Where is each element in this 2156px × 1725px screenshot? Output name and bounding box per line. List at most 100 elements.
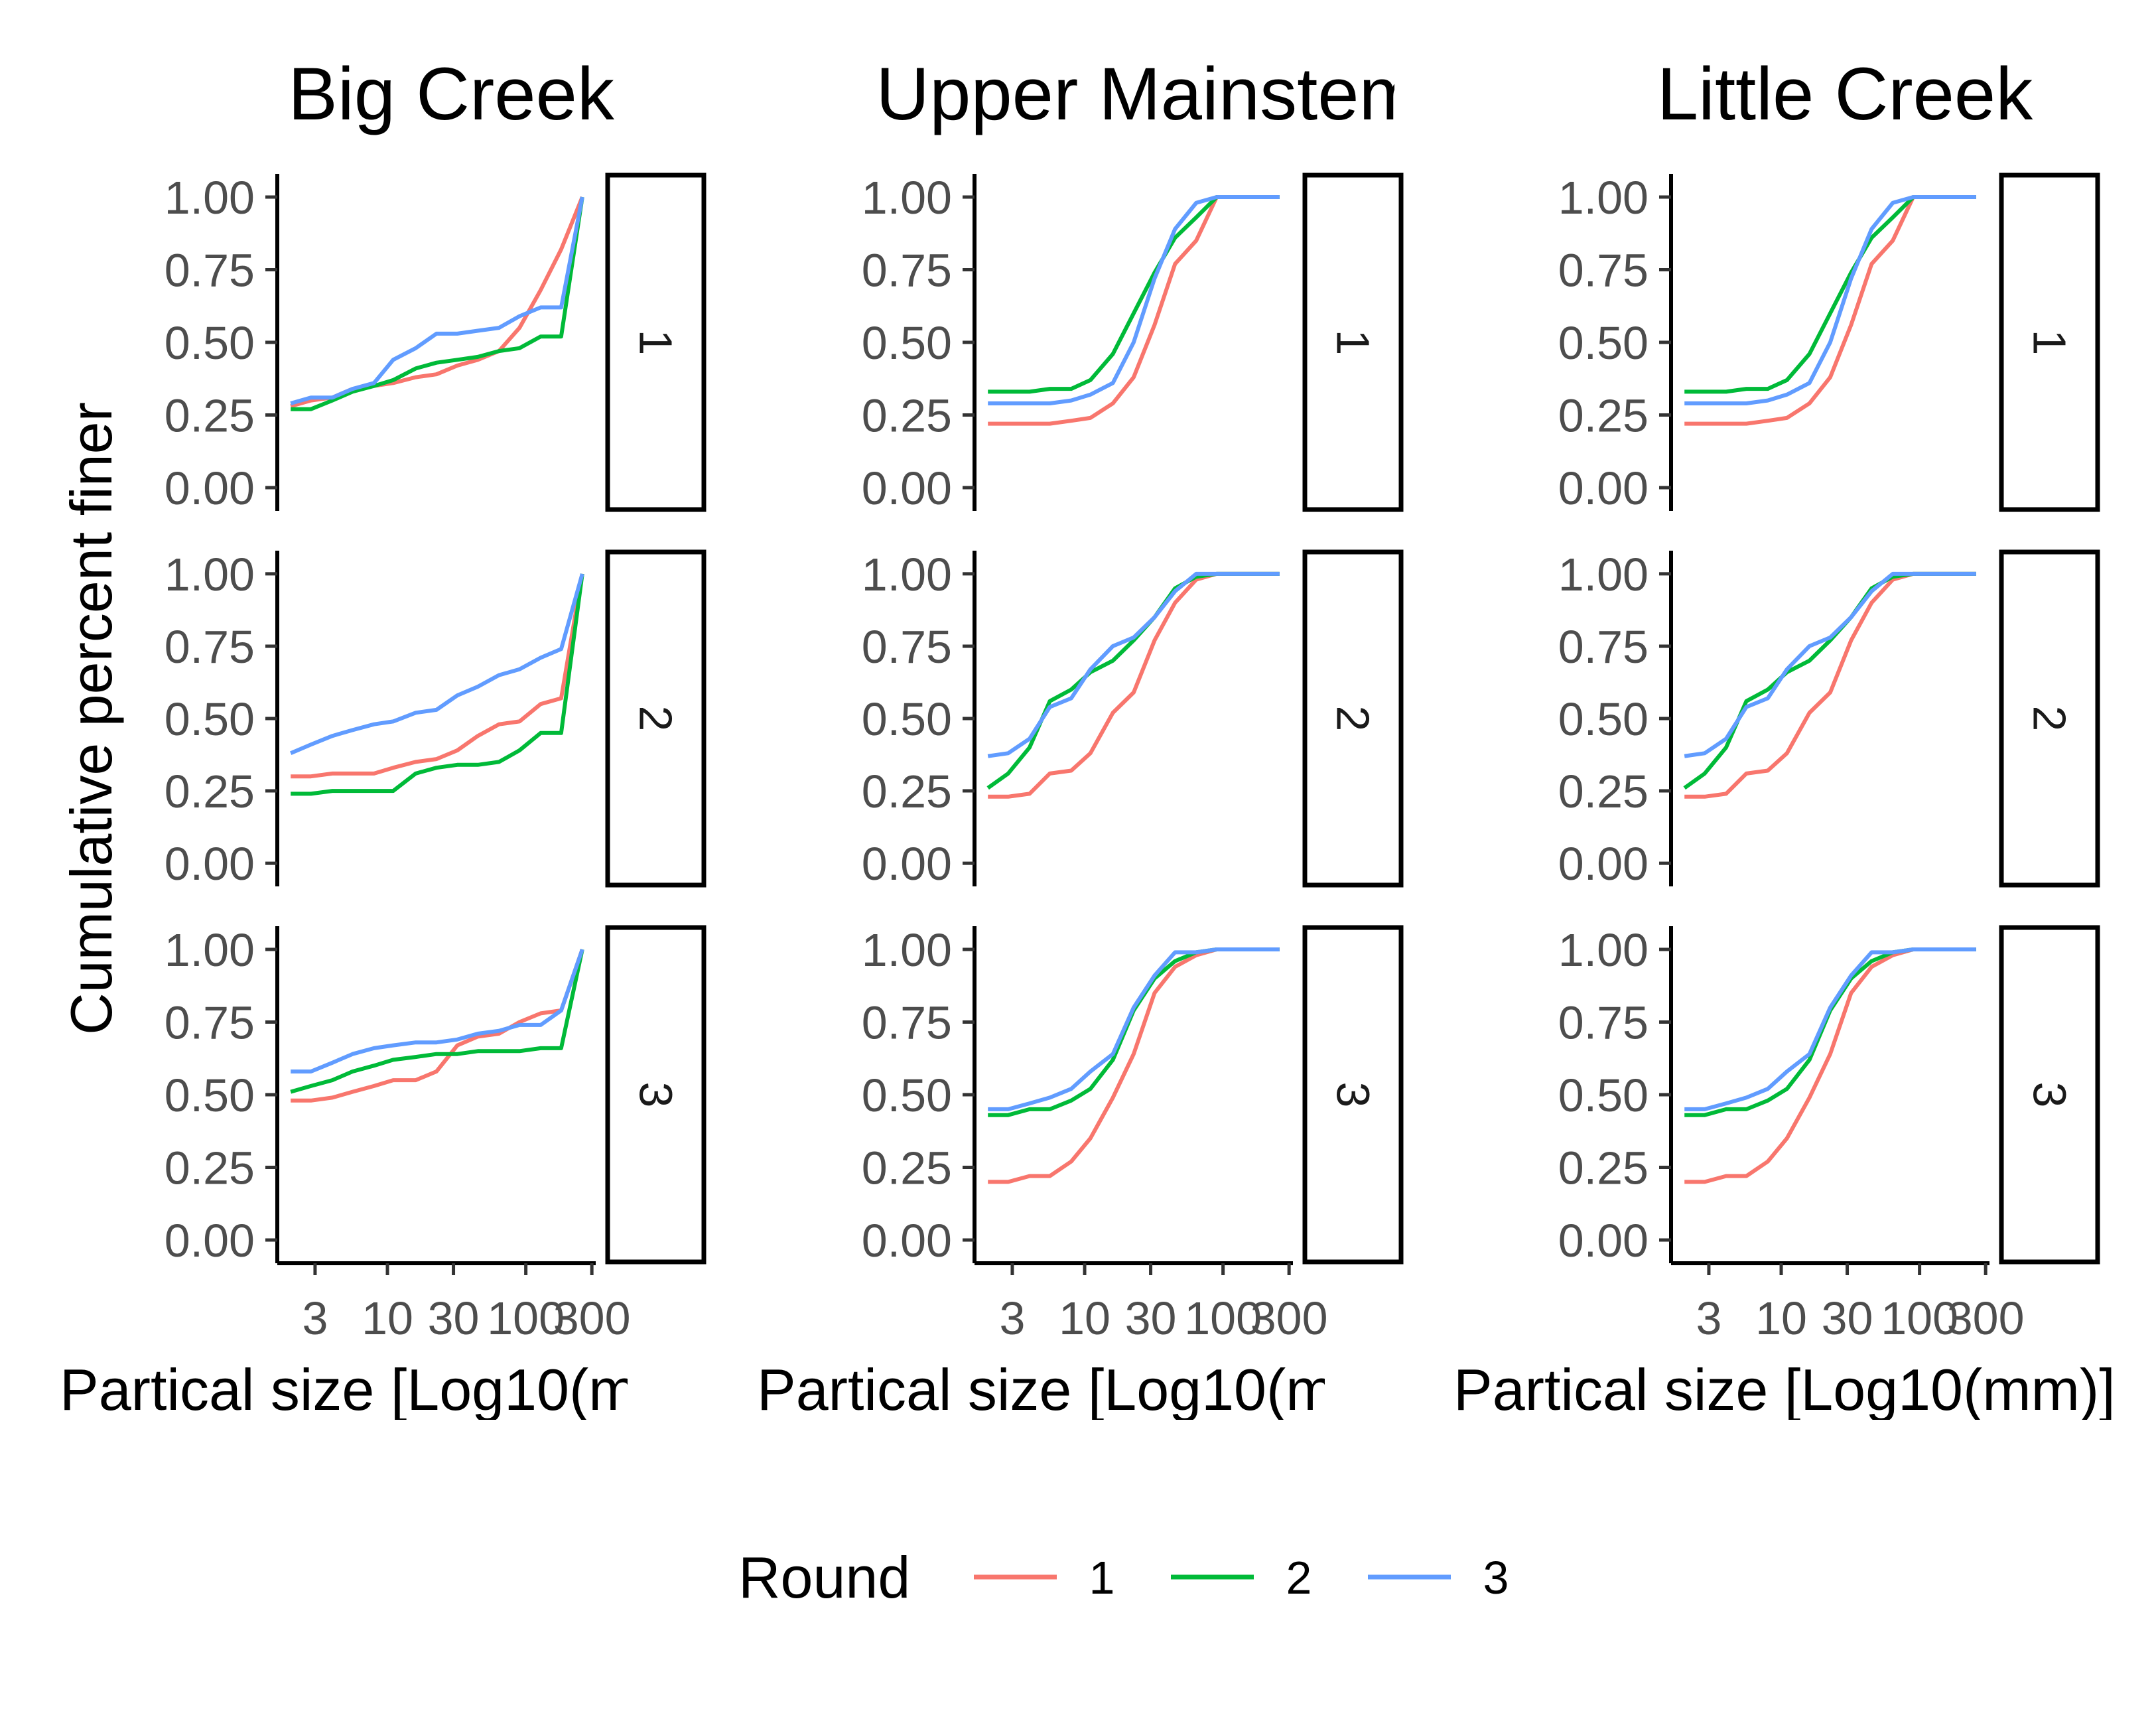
y-tick-label: 0.75 [165, 245, 255, 297]
y-tick-label: 0.75 [1558, 621, 1649, 673]
row-strip-label: 3 [630, 1082, 682, 1108]
series-line-round-2 [1683, 571, 1976, 790]
series-line-round-1 [1684, 947, 1976, 1184]
y-tick-label: 0.50 [862, 693, 952, 745]
x-tick-label: 10 [362, 1292, 413, 1344]
y-tick-label: 0.00 [1558, 462, 1649, 514]
series-line-round-1 [1684, 571, 1976, 799]
y-tick-label: 0.00 [862, 1215, 952, 1267]
row-strip-label: 2 [2024, 706, 2076, 732]
y-tick-label: 1.00 [862, 549, 952, 600]
row-strip [605, 549, 707, 888]
series-line-round-2 [291, 196, 584, 411]
series-line-round-1 [291, 949, 584, 1103]
y-tick-label: 0.75 [1558, 997, 1649, 1049]
x-tick-label: 30 [1822, 1292, 1873, 1344]
y-tick-label: 0.50 [1558, 1070, 1649, 1121]
y-tick-label: 0.75 [165, 997, 255, 1049]
legend-label-round-2: 2 [1286, 1552, 1312, 1604]
series-line-round-3 [1684, 947, 1976, 1111]
y-tick-label: 0.25 [1558, 1142, 1649, 1194]
series-line-round-1 [291, 573, 584, 779]
panel-big-creek-row-2: 0.00 0.25 0.50 0.75 1.00 2 [165, 549, 707, 890]
series-line-round-1 [988, 947, 1280, 1184]
y-tick-label: 0.00 [165, 462, 255, 514]
y-tick-label: 0.25 [1558, 766, 1649, 817]
panel-upper-mainstem-row-1: 0.00 0.25 0.50 0.75 1.00 1 [862, 172, 1404, 514]
series-line-round-2 [290, 949, 584, 1094]
panel-little-creek-row-2: 0.00 0.25 0.50 0.75 1.00 2 [1558, 549, 2100, 890]
panel-title-big-creek: Big Creek [288, 52, 615, 135]
series-line-round-3 [987, 571, 1280, 758]
y-tick-label: 1.00 [862, 924, 952, 976]
row-strip [1302, 172, 1404, 512]
x-tick-label: 30 [428, 1292, 480, 1344]
y-tick-label: 0.25 [165, 1142, 255, 1194]
y-tick-label: 0.75 [165, 621, 255, 673]
row-strip-label: 3 [1327, 1082, 1379, 1108]
y-tick-label: 1.00 [1558, 172, 1649, 224]
series-line-round-3 [1684, 571, 1976, 758]
series-line-round-2 [1684, 195, 1976, 394]
x-tick-label: 3 [1696, 1292, 1721, 1344]
row-strip [605, 172, 707, 512]
legend-label-round-3: 3 [1483, 1552, 1509, 1604]
series-line-round-2 [988, 947, 1280, 1117]
x-tick-label: 10 [1059, 1292, 1111, 1344]
y-tick-label: 0.50 [1558, 317, 1649, 369]
y-tick-label: 0.50 [862, 1070, 952, 1121]
y-tick-label: 1.00 [862, 172, 952, 224]
x-tick-label: 300 [1947, 1292, 2025, 1344]
y-tick-label: 0.50 [165, 1070, 255, 1121]
series-line-round-3 [290, 196, 584, 405]
panel-upper-mainstem-row-2: 0.00 0.25 0.50 0.75 1.00 2 [862, 549, 1404, 890]
y-tick-label: 0.25 [1558, 389, 1649, 441]
y-tick-label: 0.50 [862, 317, 952, 369]
y-tick-label: 0.25 [165, 766, 255, 817]
y-axis-title: Cumulative percent finer [58, 402, 124, 1035]
x-axis-title: Partical size [Log10(mm)] [757, 1357, 1419, 1422]
y-tick-label: 0.50 [165, 693, 255, 745]
x-tick-label: 100 [487, 1292, 565, 1344]
y-tick-label: 1.00 [1558, 924, 1649, 976]
y-tick-label: 0.00 [1558, 838, 1649, 890]
x-tick-label: 30 [1125, 1292, 1177, 1344]
x-axis-title: Partical size [Log10(mm)] [60, 1357, 722, 1422]
series-line-round-2 [291, 573, 584, 796]
row-strip-label: 3 [2024, 1082, 2076, 1108]
series-line-round-2 [986, 571, 1280, 790]
legend-title: Round [738, 1545, 910, 1610]
series-line-round-1 [988, 571, 1280, 799]
x-tick-label: 300 [553, 1292, 631, 1344]
facet-column-little-creek: Little Creek 0.00 0.25 0.50 0.75 1.00 1 0.00 0.2… [1453, 52, 2116, 1420]
series-line-round-2 [1684, 947, 1976, 1117]
y-tick-label: 1.00 [1558, 549, 1649, 600]
panel-title-little-creek: Little Creek [1657, 52, 2033, 135]
series-line-round-3 [988, 947, 1280, 1111]
y-tick-label: 0.00 [165, 838, 255, 890]
x-tick-label: 10 [1755, 1292, 1807, 1344]
y-tick-label: 0.25 [862, 389, 952, 441]
y-tick-label: 0.25 [862, 1142, 952, 1194]
row-strip [1999, 172, 2100, 512]
y-tick-label: 0.75 [1558, 245, 1649, 297]
row-strip-label: 2 [630, 706, 682, 732]
y-tick-label: 0.75 [862, 621, 952, 673]
row-strip-label: 1 [1327, 330, 1379, 356]
y-tick-label: 0.00 [862, 838, 952, 890]
y-tick-label: 0.50 [165, 317, 255, 369]
row-strip [1302, 925, 1404, 1265]
x-tick-label: 3 [999, 1292, 1025, 1344]
y-tick-label: 0.25 [862, 766, 952, 817]
legend-label-round-1: 1 [1089, 1552, 1115, 1604]
y-tick-label: 0.25 [165, 389, 255, 441]
panel-title-upper-mainstem: Upper Mainstem [876, 52, 1421, 135]
panel-little-creek-row-1: 0.00 0.25 0.50 0.75 1.00 1 [1558, 172, 2100, 514]
series-line-round-2 [988, 195, 1280, 394]
y-tick-label: 0.50 [1558, 693, 1649, 745]
y-tick-label: 0.75 [862, 245, 952, 297]
y-tick-label: 0.00 [862, 462, 952, 514]
